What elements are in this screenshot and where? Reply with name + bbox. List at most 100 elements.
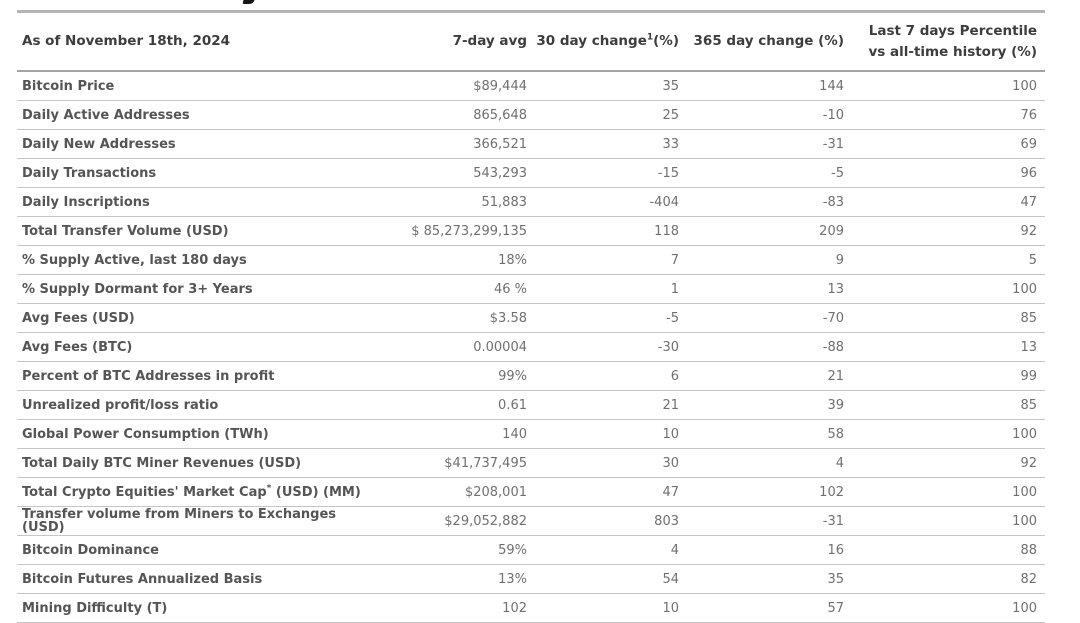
value-30day-change: 33 [528,129,680,159]
value-7day-avg: $89,444 [377,71,528,101]
value-percentile: 5 [845,245,1045,275]
value-365day-change: 4 [680,448,845,478]
value-7day-avg: 140 [377,419,528,449]
value-7day-avg: $41,737,495 [377,448,528,478]
value-7day-avg: 0.00004 [377,332,528,362]
value-30day-change: 118 [528,216,680,246]
table-row: % Supply Active, last 180 days 18% 7 9 5 [17,245,1045,275]
value-30day-change: 7 [528,245,680,275]
value-365day-change: 16 [680,535,845,565]
value-percentile: 82 [845,564,1045,594]
table-row: Total Crypto Equities' Market Cap* (USD)… [17,477,1045,507]
value-percentile: 92 [845,216,1045,246]
value-30day-change: 4 [528,535,680,565]
metric-label: Total Daily BTC Miner Revenues (USD) [17,448,377,478]
table-header: As of November 18th, 2024 7-day avg 30 d… [17,11,1045,72]
value-365day-change: -31 [680,129,845,159]
col-header-percentile: Last 7 days Percentile vs all-time histo… [845,11,1045,72]
cropped-title-fragment [242,0,255,4]
value-365day-change: 21 [680,361,845,391]
metric-label: Unrealized profit/loss ratio [17,390,377,420]
value-percentile: 69 [845,129,1045,159]
table-row: Daily Active Addresses 865,648 25 -10 76 [17,100,1045,130]
value-30day-change: -15 [528,158,680,188]
value-percentile: 85 [845,303,1045,333]
col-header-365day-change: 365 day change (%) [680,11,845,72]
as-of-date-header: As of November 18th, 2024 [17,11,377,72]
value-365day-change: -31 [680,506,845,536]
metric-label: Bitcoin Price [17,71,377,101]
col-header-30day-change: 30 day change1(%) [528,11,680,72]
value-percentile: 88 [845,535,1045,565]
metric-label: Bitcoin Futures Annualized Basis [17,564,377,594]
value-365day-change: 9 [680,245,845,275]
value-365day-change: -10 [680,100,845,130]
col-header-7day-avg: 7-day avg [377,11,528,72]
value-percentile: 100 [845,419,1045,449]
metric-label: Total Crypto Equities' Market Cap* (USD)… [17,477,377,507]
value-percentile: 13 [845,332,1045,362]
col-header-30day-suffix: (%) [653,33,679,50]
col-header-30day-text: 30 day change [536,33,647,50]
value-365day-change: -5 [680,158,845,188]
table-row: Global Power Consumption (TWh) 140 10 58 100 [17,419,1045,449]
value-percentile: 92 [845,448,1045,478]
table-row: Avg Fees (USD) $3.58 -5 -70 85 [17,303,1045,333]
value-365day-change: -70 [680,303,845,333]
table-row: % Supply Dormant for 3+ Years 46 % 1 13 100 [17,274,1045,304]
metric-label: % Supply Active, last 180 days [17,245,377,275]
value-30day-change: 47 [528,477,680,507]
table-row: Bitcoin Futures Annualized Basis 13% 54 35 8… [17,564,1045,594]
value-percentile: 100 [845,274,1045,304]
metric-label: Global Power Consumption (TWh) [17,419,377,449]
value-percentile: 96 [845,158,1045,188]
value-30day-change: 54 [528,564,680,594]
value-365day-change: -88 [680,332,845,362]
value-7day-avg: 543,293 [377,158,528,188]
value-7day-avg: $ 85,273,299,135 [377,216,528,246]
metric-label: Daily New Addresses [17,129,377,159]
value-percentile: 100 [845,477,1045,507]
table-body: Bitcoin Price $89,444 35 144 100 Daily Active… [17,71,1045,623]
value-365day-change: 102 [680,477,845,507]
value-30day-change: -30 [528,332,680,362]
value-365day-change: -83 [680,187,845,217]
value-30day-change: 6 [528,361,680,391]
footnote-marker-1: 1 [646,32,654,43]
value-7day-avg: $208,001 [377,477,528,507]
value-7day-avg: 13% [377,564,528,594]
table-row: Transfer volume from Miners to Exchanges… [17,506,1045,536]
value-percentile: 85 [845,390,1045,420]
header-row: As of November 18th, 2024 7-day avg 30 d… [17,11,1045,72]
value-7day-avg: 51,883 [377,187,528,217]
value-30day-change: 30 [528,448,680,478]
metric-label: Daily Inscriptions [17,187,377,217]
value-percentile: 47 [845,187,1045,217]
value-365day-change: 144 [680,71,845,101]
value-30day-change: 21 [528,390,680,420]
value-365day-change: 13 [680,274,845,304]
table-row: Daily Transactions 543,293 -15 -5 96 [17,158,1045,188]
value-30day-change: 803 [528,506,680,536]
table-row: Bitcoin Dominance 59% 4 16 88 [17,535,1045,565]
value-percentile: 76 [845,100,1045,130]
value-percentile: 99 [845,361,1045,391]
metric-label: Avg Fees (BTC) [17,332,377,362]
table-row: Avg Fees (BTC) 0.00004 -30 -88 13 [17,332,1045,362]
table-row: Bitcoin Price $89,444 35 144 100 [17,71,1045,101]
onchain-metrics-table: As of November 18th, 2024 7-day avg 30 d… [17,10,1045,623]
col-header-percentile-line1: Last 7 days Percentile [868,23,1037,40]
value-percentile: 100 [845,506,1045,536]
value-30day-change: 1 [528,274,680,304]
metric-label: Avg Fees (USD) [17,303,377,333]
value-7day-avg: 59% [377,535,528,565]
table-row: Total Daily BTC Miner Revenues (USD) $41,… [17,448,1045,478]
table-row: Daily New Addresses 366,521 33 -31 69 [17,129,1045,159]
value-30day-change: -5 [528,303,680,333]
value-30day-change: 10 [528,419,680,449]
metric-label: Daily Active Addresses [17,100,377,130]
value-30day-change: 25 [528,100,680,130]
value-365day-change: 58 [680,419,845,449]
value-30day-change: 35 [528,71,680,101]
table-row: Percent of BTC Addresses in profit 99% 6 21… [17,361,1045,391]
